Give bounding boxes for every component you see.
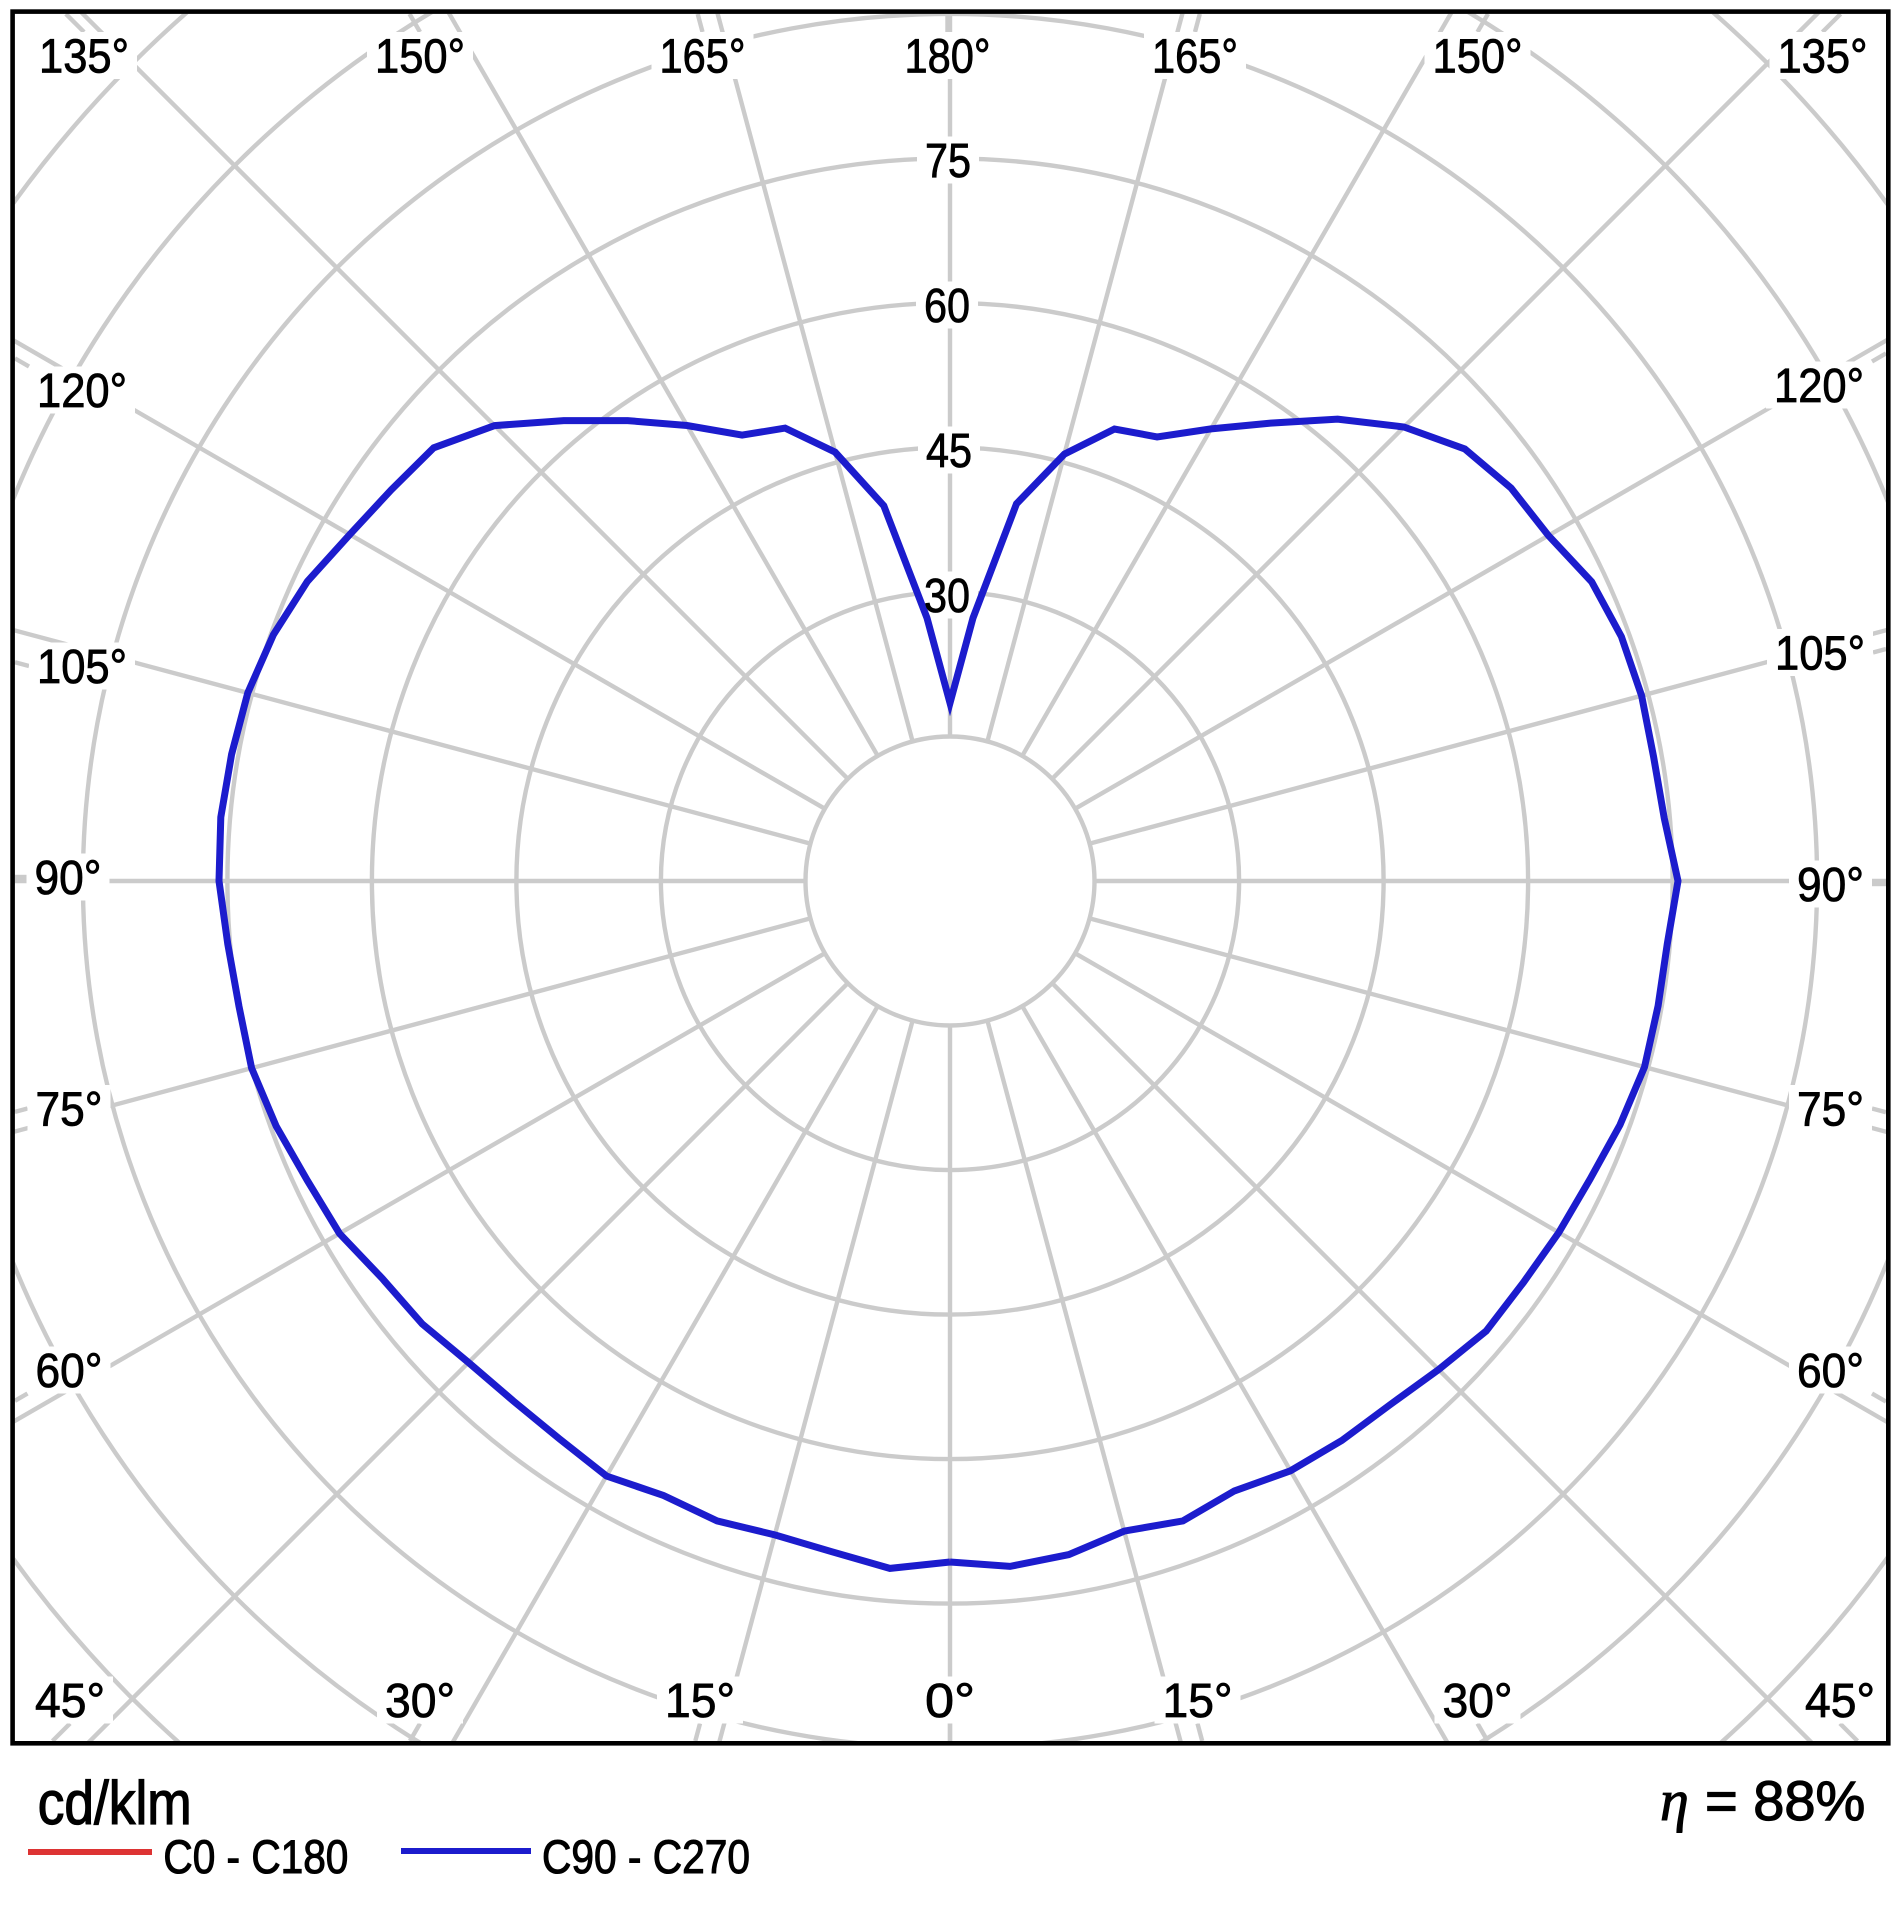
svg-text:75°: 75°: [36, 1084, 103, 1137]
svg-text:120°: 120°: [37, 365, 127, 418]
svg-text:120°: 120°: [1774, 360, 1864, 413]
svg-text:75°: 75°: [1797, 1084, 1864, 1137]
svg-text:η: η: [1660, 1768, 1689, 1833]
svg-text:105°: 105°: [37, 641, 127, 694]
svg-text:45°: 45°: [1805, 1675, 1875, 1728]
svg-text:cd/klm: cd/klm: [38, 1769, 192, 1837]
svg-text:15°: 15°: [1163, 1675, 1233, 1728]
svg-text:60: 60: [924, 280, 970, 333]
svg-text:15°: 15°: [665, 1675, 735, 1728]
svg-text:45°: 45°: [35, 1675, 105, 1728]
svg-text:165°: 165°: [660, 31, 746, 84]
svg-text:= 88%: = 88%: [1705, 1769, 1865, 1832]
svg-text:0°: 0°: [925, 1675, 975, 1728]
svg-text:105°: 105°: [1775, 628, 1865, 681]
svg-text:150°: 150°: [1433, 31, 1523, 84]
svg-text:165°: 165°: [1152, 31, 1238, 84]
svg-text:180°: 180°: [905, 31, 991, 84]
svg-text:60°: 60°: [1797, 1345, 1864, 1398]
svg-text:75: 75: [925, 135, 971, 188]
svg-text:135°: 135°: [1778, 31, 1868, 84]
svg-text:90°: 90°: [1797, 859, 1864, 912]
svg-text:30°: 30°: [385, 1675, 455, 1728]
svg-text:C0 - C180: C0 - C180: [163, 1830, 348, 1883]
svg-text:C90 - C270: C90 - C270: [542, 1830, 750, 1883]
svg-text:45: 45: [926, 425, 972, 478]
svg-text:60°: 60°: [36, 1345, 103, 1398]
svg-text:30°: 30°: [1443, 1675, 1513, 1728]
svg-text:30: 30: [924, 570, 970, 623]
svg-text:90°: 90°: [35, 852, 102, 905]
svg-text:150°: 150°: [375, 31, 465, 84]
svg-text:135°: 135°: [39, 31, 129, 84]
